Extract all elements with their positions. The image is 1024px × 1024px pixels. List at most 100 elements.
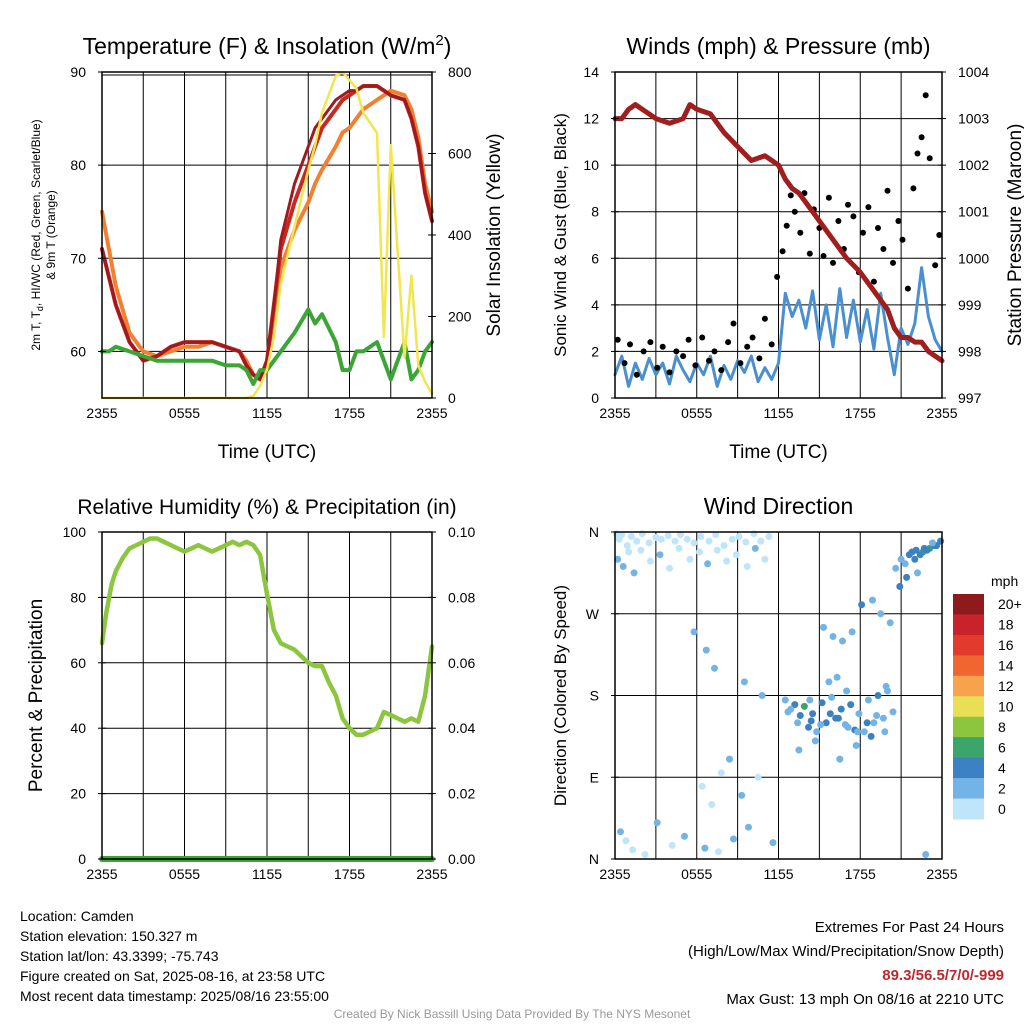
direction-point (686, 555, 694, 563)
direction-point (929, 539, 936, 547)
direction-point (869, 596, 876, 604)
y2-tick-label: 1003 (958, 111, 989, 127)
direction-point (822, 719, 830, 727)
gust-point (730, 320, 737, 327)
direction-point (837, 705, 845, 713)
station-location: Location: Camden (20, 908, 134, 924)
direction-point (817, 721, 825, 729)
direction-point (702, 646, 710, 654)
direction-point (696, 548, 703, 556)
direction-point (698, 782, 706, 790)
gust-point (845, 201, 851, 208)
direction-point (726, 755, 733, 763)
direction-point (881, 728, 889, 736)
gust-point (779, 248, 786, 255)
gust-point (659, 343, 666, 350)
y2-tick-label: 999 (958, 297, 982, 313)
colorbar-label: 14 (998, 658, 1014, 674)
gust-point (865, 204, 872, 211)
x-tick-label: 1755 (334, 405, 365, 421)
gust-point (850, 213, 857, 220)
y-tick-label: 40 (70, 720, 86, 736)
extremes-values: 89.3/56.5/7/0/-999 (882, 967, 1004, 984)
y-tick-label: S (590, 688, 599, 704)
gust-point (825, 194, 832, 201)
y-tick-label: N (589, 524, 599, 540)
direction-point (622, 837, 630, 845)
y-tick-label: 6 (591, 250, 599, 266)
direction-point (738, 791, 746, 799)
gust-point (774, 273, 781, 280)
gust-point (936, 232, 943, 238)
gust-point (711, 348, 718, 355)
y2-tick-label: 1001 (958, 204, 989, 220)
direction-point (836, 755, 844, 763)
y-axis-label: Sonic Wind & Gust (Blue, Black) (551, 113, 570, 357)
chart-title: Wind Direction (704, 493, 854, 519)
direction-point (870, 719, 878, 727)
direction-point (757, 537, 765, 545)
y2-tick-label: 0.04 (448, 720, 475, 736)
extremes-title: Extremes For Past 24 Hours (814, 919, 1004, 936)
colorbar-unit: mph (991, 573, 1018, 589)
y-tick-label: N (589, 851, 599, 867)
x-tick-label: 2355 (416, 405, 447, 421)
gust-point (870, 278, 877, 285)
direction-point (742, 538, 750, 546)
y2-axis-label: Solar Insolation (Yellow) (484, 133, 505, 336)
direction-point (745, 823, 752, 831)
direction-point (623, 542, 631, 550)
direction-point (704, 560, 712, 568)
y-tick-label: 70 (70, 250, 86, 266)
direction-point (854, 728, 861, 736)
direction-point (683, 535, 691, 543)
direction-point (765, 533, 773, 540)
gust-point (706, 357, 712, 364)
direction-point (668, 841, 676, 849)
direction-point (920, 544, 928, 552)
direction-point (833, 673, 841, 681)
direction-point (892, 564, 900, 572)
gust-point (791, 208, 798, 215)
series-line-rh (99, 536, 435, 737)
gust-point (673, 348, 680, 355)
gust-point (614, 336, 621, 343)
x-tick-label: 1755 (334, 866, 365, 882)
direction-point (800, 702, 808, 710)
direction-point (619, 563, 627, 570)
direction-point (914, 569, 921, 577)
direction-point (646, 557, 654, 565)
direction-point (681, 832, 688, 840)
y-tick-label: 4 (591, 297, 599, 313)
gust-point (737, 360, 744, 367)
direction-point (705, 537, 713, 545)
direction-point (864, 696, 872, 704)
direction-point (711, 664, 718, 672)
y-axis-label: Direction (Colored By Speed) (551, 585, 570, 806)
gust-point (820, 253, 827, 259)
gust-point (787, 192, 794, 199)
direction-point (791, 701, 799, 709)
gust-point (633, 371, 640, 378)
colorbar-swatch (953, 634, 984, 656)
gust-point (699, 334, 706, 341)
y2-tick-label: 400 (448, 227, 472, 243)
x-tick-label: 1755 (845, 866, 876, 882)
x-tick-label: 1155 (763, 405, 793, 421)
y-tick-label: 0 (591, 390, 599, 406)
colorbar-label: 8 (998, 719, 1006, 735)
figure-created: Figure created on Sat, 2025-08-16, at 23… (20, 968, 326, 984)
plot-border (101, 531, 433, 860)
direction-point (795, 746, 803, 754)
gust-point (899, 236, 906, 243)
direction-point (708, 801, 716, 808)
direction-point (730, 835, 737, 843)
y-tick-label: 8 (591, 204, 599, 220)
y2-tick-label: 0.00 (448, 851, 475, 867)
max-gust: Max Gust: 13 mph On 08/16 at 2210 UTC (726, 991, 1004, 1008)
direction-point (908, 548, 916, 556)
gust-point (768, 341, 775, 348)
direction-point (903, 573, 911, 581)
gust-point (692, 362, 699, 369)
